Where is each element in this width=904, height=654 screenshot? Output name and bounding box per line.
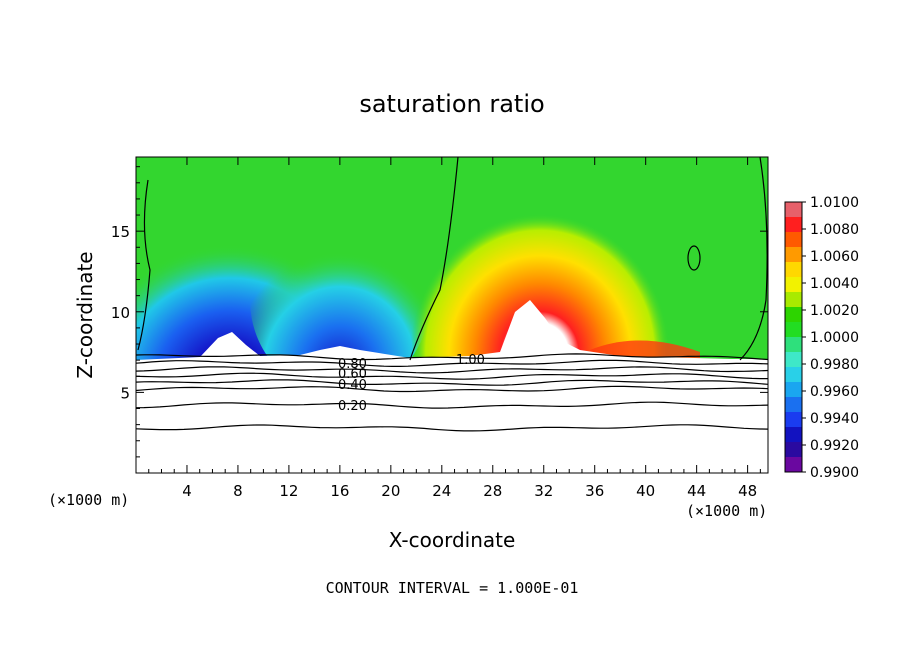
contour-1.00-island	[687, 245, 701, 271]
colorbar-label: 1.0040	[810, 276, 859, 292]
x-tick-label: 32	[534, 482, 553, 500]
x-unit-right: (×1000 m)	[686, 502, 767, 520]
colorbar-swatch	[785, 322, 802, 338]
x-unit-left: (×1000 m)	[48, 491, 129, 509]
contour-line	[136, 372, 768, 380]
x-axis: 4 8 12 16 20 24 28 32 36 40 44 48	[148, 157, 761, 500]
y-tick-label: 15	[111, 223, 130, 241]
colorbar-label: 1.0020	[810, 303, 859, 319]
x-tick-label: 28	[483, 482, 502, 500]
x-tick-label: 12	[279, 482, 298, 500]
contour-line	[136, 366, 768, 374]
colorbar-swatch	[785, 397, 802, 413]
colorbar-label: 0.9980	[810, 357, 859, 373]
contour-interval-footer: CONTOUR INTERVAL = 1.000E-01	[326, 579, 579, 597]
x-tick-label: 8	[233, 482, 243, 500]
y-axis: 5 10 15	[111, 166, 768, 458]
contour-label-100: 1.00	[456, 353, 485, 368]
colorbar-swatch	[785, 292, 802, 308]
x-tick-label: 44	[687, 482, 706, 500]
chart-title: saturation ratio	[359, 90, 544, 118]
x-tick-label: 40	[636, 482, 655, 500]
contour-line	[136, 424, 768, 432]
colorbar-label: 1.0060	[810, 249, 859, 265]
colorbar-swatch	[785, 277, 802, 293]
contour-labels: 0.80 0.60 0.40 0.20 1.00	[338, 353, 485, 414]
y-tick-label: 5	[120, 384, 130, 402]
contour-lines	[136, 353, 768, 432]
colorbar-label: 0.9940	[810, 411, 859, 427]
plot-area	[136, 157, 768, 473]
colorbar-swatch	[785, 337, 802, 353]
contour-line	[136, 385, 768, 393]
y-tick-label: 10	[111, 304, 130, 322]
colorbar-swatch	[785, 247, 802, 263]
colorbar-label: 0.9920	[810, 438, 859, 454]
colorbar-label: 1.0000	[810, 330, 859, 346]
colorbar-label: 0.9900	[810, 465, 859, 481]
contour-label-060: 0.60	[338, 367, 367, 382]
x-tick-label: 24	[432, 482, 451, 500]
colorbar-swatch	[785, 352, 802, 368]
x-tick-label: 48	[738, 482, 757, 500]
plot-frame	[135, 156, 769, 474]
colorbar-swatch	[785, 457, 802, 473]
colorbar-label: 0.9960	[810, 384, 859, 400]
colorbar-labels: 1.0100 1.0080 1.0060 1.0040 1.0020 1.0000 0.99…	[802, 195, 859, 481]
x-tick-label: 4	[182, 482, 192, 500]
colorbar-swatch	[785, 382, 802, 398]
contour-label-080: 0.80	[338, 357, 367, 372]
colorbar-swatch	[785, 427, 802, 443]
x-tick-label: 36	[585, 482, 604, 500]
cold-anomaly-right	[250, 205, 430, 395]
boundary-layer-white	[136, 300, 768, 473]
colorbar-label: 1.0080	[810, 222, 859, 238]
colorbar-swatch	[785, 307, 802, 323]
x-tick-label: 16	[330, 482, 349, 500]
x-tick-label: 20	[381, 482, 400, 500]
plume-tail	[590, 340, 700, 360]
colorbar-swatch	[785, 442, 802, 458]
colorbar-swatch	[785, 202, 802, 218]
colorbar-swatch	[785, 367, 802, 383]
y-axis-label: Z-coordinate	[73, 251, 97, 378]
colorbar	[784, 201, 803, 473]
x-axis-label: X-coordinate	[389, 528, 516, 552]
contour-1.00-divider	[409, 157, 459, 361]
colorbar-swatch	[785, 232, 802, 248]
colorbar-label: 1.0100	[810, 195, 859, 211]
contour-line	[136, 359, 768, 367]
contour-line	[136, 353, 768, 361]
contour-line	[136, 401, 768, 409]
colorbar-swatch	[785, 262, 802, 278]
contour-label-040: 0.40	[338, 378, 367, 393]
colorbar-swatch	[785, 412, 802, 428]
colorbar-swatch	[785, 217, 802, 233]
contour-line	[136, 379, 768, 386]
contour-1.00-left	[137, 179, 151, 351]
contour-1.00-right	[739, 157, 768, 361]
contour-label-020: 0.20	[338, 399, 367, 414]
